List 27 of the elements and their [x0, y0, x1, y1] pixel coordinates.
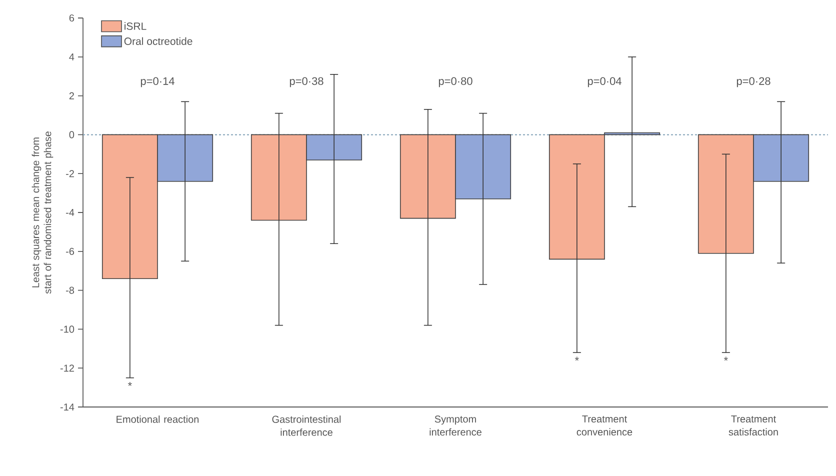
- y-tick-label: 6: [69, 14, 74, 22]
- y-tick-label: -4: [66, 209, 74, 216]
- y-tick-label: 4: [69, 53, 74, 60]
- annotation: *: [574, 356, 579, 361]
- y-tick-label: -12: [60, 364, 74, 372]
- y-tick-label: 0: [69, 131, 74, 138]
- y-tick-label: -8: [66, 286, 74, 294]
- x-tick-label: Treatment satisfaction: [728, 416, 778, 436]
- y-tick-label: -14: [60, 404, 74, 410]
- annotation: p=0·28: [736, 77, 770, 88]
- annotation: *: [724, 356, 728, 361]
- annotation: p=0·04: [588, 77, 622, 88]
- x-tick-label: Gastrointestinal interference: [272, 416, 341, 436]
- x-tick-label: Treatment convenience: [576, 416, 632, 436]
- annotation: *: [128, 382, 132, 386]
- annotation: p=0·80: [438, 77, 472, 88]
- annotation: p=0·14: [140, 77, 174, 88]
- y-tick-label: -2: [66, 170, 74, 178]
- x-tick-label: Symptom interference: [430, 416, 482, 436]
- legend-label: Oral octreotide: [124, 37, 192, 45]
- annotation: p=0·38: [290, 77, 324, 88]
- y-tick-label: -6: [66, 248, 74, 255]
- y-tick-label: -10: [60, 326, 74, 333]
- y-axis-title: Least squares mean change from start of randomised treatment phase: [32, 132, 54, 294]
- x-tick-label: Emotional reaction: [116, 416, 199, 423]
- legend-label: iSRL: [124, 22, 146, 30]
- y-tick-label: 2: [69, 92, 74, 100]
